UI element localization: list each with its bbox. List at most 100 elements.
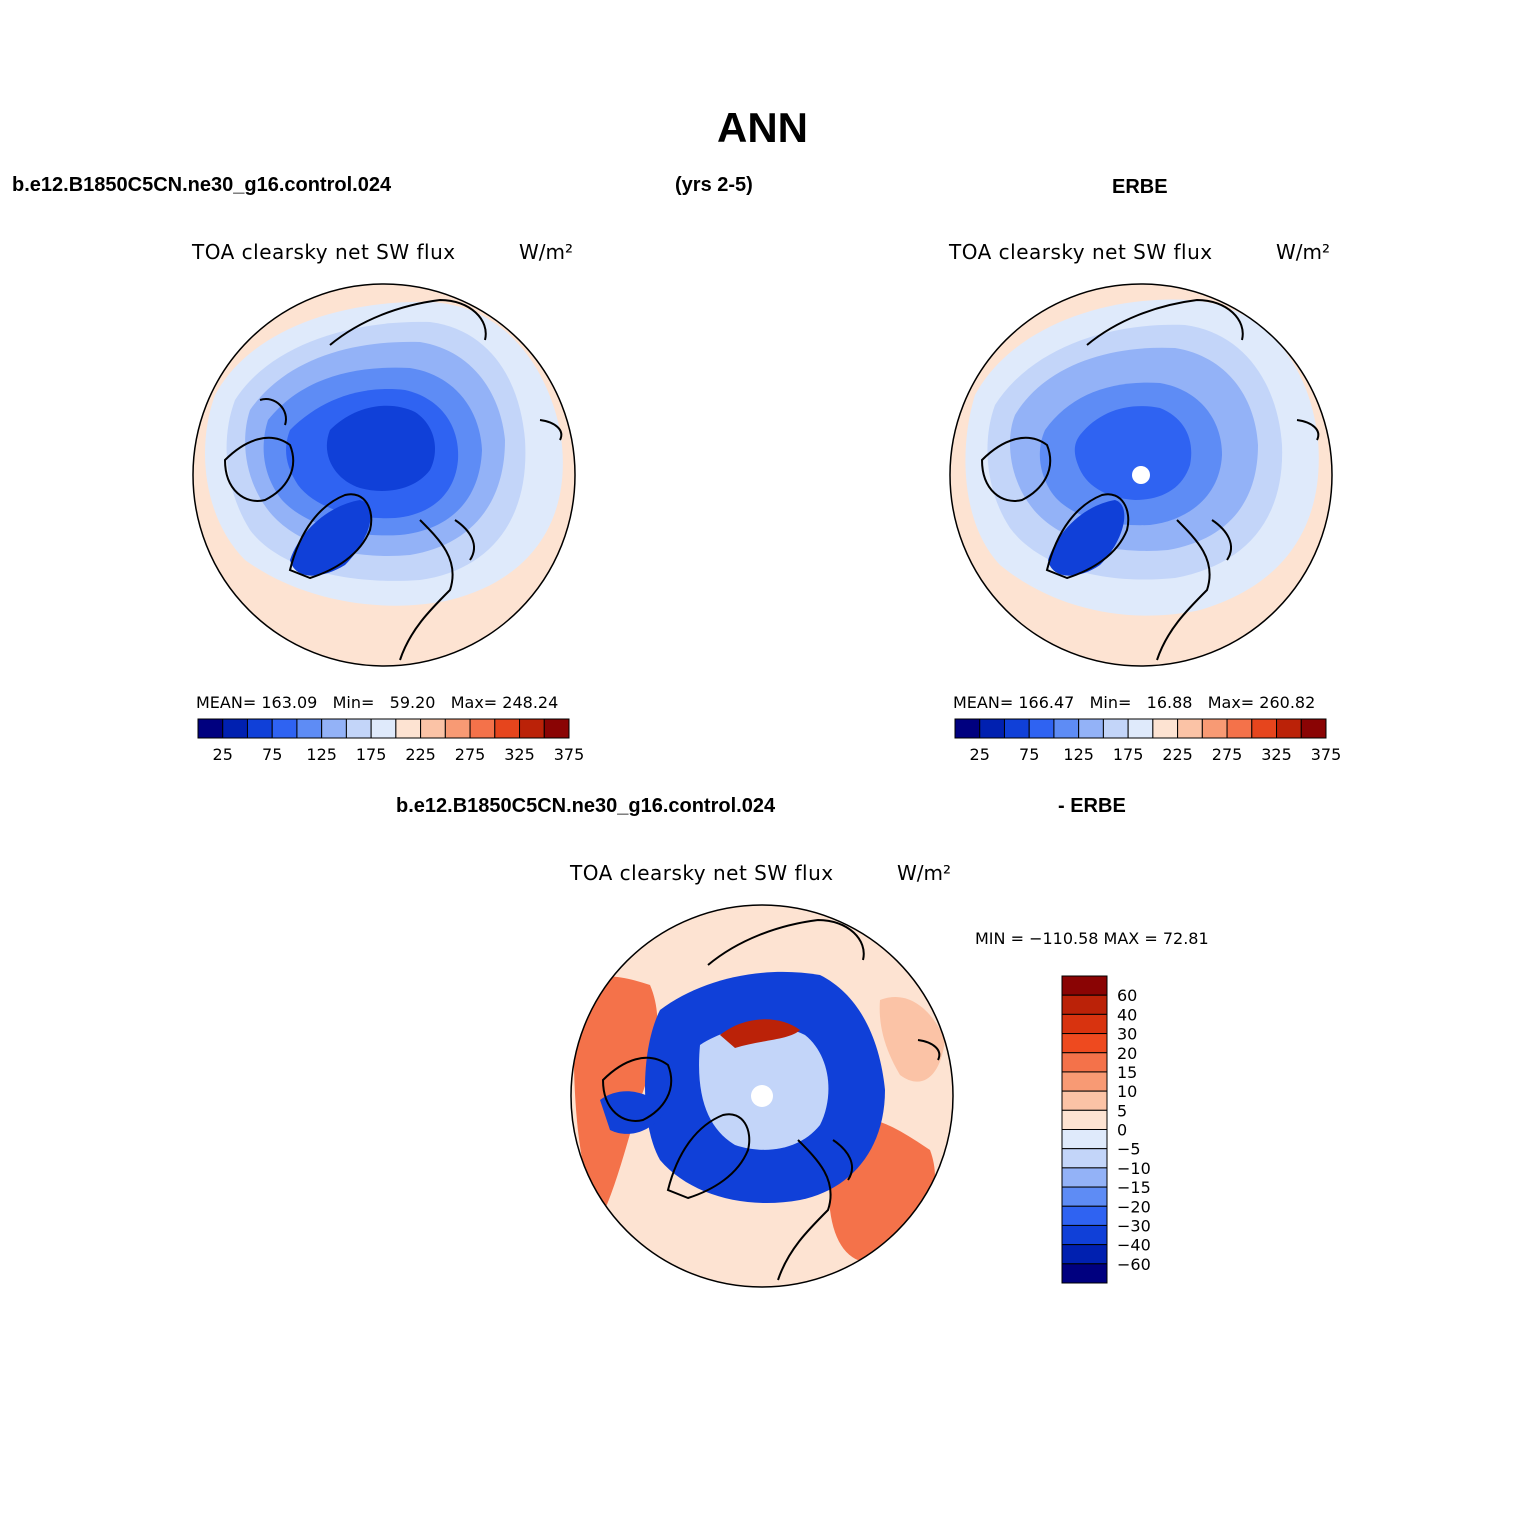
colorbar-swatch (494, 718, 521, 739)
map-obs (950, 284, 1332, 666)
colorbar-swatch (1061, 1013, 1108, 1035)
colorbar-swatch (1061, 1148, 1108, 1169)
figure-title: ANN (717, 104, 808, 151)
field-pos-north (879, 996, 945, 1082)
panel-model-stats: MEAN= 163.09 Min= 59.20 Max= 248.24 (196, 693, 558, 712)
colorbar-swatch (345, 718, 372, 739)
colorbar-swatch (1152, 718, 1179, 739)
panel-diff-units: W/m² (897, 861, 952, 885)
colorbar-tick-label: 325 (1261, 745, 1292, 764)
coastlines (601, 918, 941, 1281)
panel-model-units: W/m² (519, 240, 574, 264)
colorbar-swatch (222, 718, 248, 739)
colorbar-swatch (1251, 718, 1278, 739)
max-label: Max= (450, 693, 498, 712)
field-neg-canada (600, 1091, 665, 1134)
colorbar-swatch (444, 718, 471, 739)
min-label: Min= (332, 693, 375, 712)
colorbar-swatch (1201, 718, 1228, 739)
colorbar-swatch (1053, 718, 1080, 739)
colorbar-swatch (197, 718, 224, 739)
obs-name-label: ERBE (1112, 176, 1168, 198)
panel-model-title: TOA clearsky net SW flux (192, 240, 456, 264)
colorbar-swatch (246, 718, 273, 739)
colorbar-model: 25 75 125 175 225 275 325 375 (197, 718, 585, 764)
colorbar-swatch (1061, 1263, 1108, 1284)
colorbar-swatch (420, 718, 446, 739)
max-label: Max= (1207, 693, 1255, 712)
colorbar-tick-label: 375 (1311, 745, 1342, 764)
colorbar-swatch (1078, 718, 1104, 739)
colorbar-swatch (1061, 994, 1108, 1015)
colorbar-swatch (979, 718, 1005, 739)
colorbar-swatch (1102, 718, 1129, 739)
colorbar-tick-label: 25 (970, 745, 990, 764)
colorbar-swatch (1300, 718, 1327, 739)
mean-label: MEAN= (953, 693, 1014, 712)
colorbar-tick-label: 40 (1117, 1005, 1137, 1024)
colorbar-tick-label: 30 (1117, 1025, 1137, 1044)
field-band-75 (1074, 406, 1192, 500)
field-band-50 (326, 405, 435, 491)
map-model-frame (192, 283, 576, 667)
colorbar-tick-label: −15 (1117, 1178, 1151, 1197)
colorbar-swatch (954, 718, 981, 739)
case-name-label: b.e12.B1850C5CN.ne30_g16.control.024 (12, 174, 392, 196)
diff-obs-label: - ERBE (1058, 795, 1126, 817)
map-obs-frame (949, 283, 1333, 667)
colorbar-tick-label: 125 (306, 745, 337, 764)
mean-label: MEAN= (196, 693, 257, 712)
colorbar-tick-label: 60 (1117, 986, 1137, 1005)
colorbar-tick-label: 175 (356, 745, 387, 764)
colorbar-tick-label: 10 (1117, 1082, 1137, 1101)
colorbar-swatch (321, 718, 347, 739)
colorbar-tick-label: −40 (1117, 1236, 1151, 1255)
colorbar-swatch (1127, 718, 1154, 739)
field-greenland (1048, 500, 1125, 576)
colorbar-swatch (1061, 1090, 1108, 1111)
colorbar-swatch (543, 718, 570, 739)
panel-diff-minmax: MIN = −110.58 MAX = 72.81 (975, 929, 1209, 948)
colorbar-swatch (395, 718, 422, 739)
colorbar-tick-label: −10 (1117, 1159, 1151, 1178)
colorbar-tick-label: 125 (1063, 745, 1094, 764)
panel-obs-units: W/m² (1276, 240, 1331, 264)
panel-obs-stats: MEAN= 166.47 Min= 16.88 Max= 260.82 (953, 693, 1315, 712)
min-label: Min= (1089, 693, 1132, 712)
colorbar-tick-label: 375 (554, 745, 585, 764)
map-diff-frame (570, 904, 954, 1288)
map-diff (571, 905, 953, 1287)
colorbar-tick-label: 225 (1162, 745, 1193, 764)
polar-hole (751, 1085, 773, 1107)
field-pos-arc (720, 1019, 800, 1048)
colorbar-swatch (1061, 1167, 1108, 1188)
colorbar-tick-label: 15 (1117, 1063, 1137, 1082)
years-label: (yrs 2-5) (675, 174, 753, 196)
colorbar-tick-label: 275 (455, 745, 486, 764)
colorbar-tick-label: 325 (504, 745, 535, 764)
max-value: 248.24 (502, 693, 559, 712)
max-value: 260.82 (1259, 693, 1316, 712)
colorbar-swatch (296, 718, 323, 739)
colorbar-swatch (271, 718, 298, 739)
colorbar-swatch (1061, 1109, 1108, 1130)
colorbar-tick-label: −20 (1117, 1197, 1151, 1216)
colorbar-swatch (519, 718, 545, 739)
colorbar-tick-label: 5 (1117, 1101, 1127, 1120)
colorbar-swatch (1061, 1033, 1108, 1054)
coastlines (223, 298, 563, 661)
colorbar-swatch (1061, 975, 1108, 996)
colorbar-swatch (1061, 1052, 1108, 1073)
colorbar-swatch (1226, 718, 1253, 739)
colorbar-swatch (469, 718, 496, 739)
colorbar-tick-label: 175 (1113, 745, 1144, 764)
colorbar-tick-label: −60 (1117, 1255, 1151, 1274)
min-value: 59.20 (389, 693, 436, 712)
coastlines (980, 298, 1320, 661)
colorbar-swatch (1028, 718, 1055, 739)
colorbar-swatch (370, 718, 397, 739)
panel-diff-title: TOA clearsky net SW flux (570, 861, 834, 885)
colorbar-tick-label: 225 (405, 745, 436, 764)
